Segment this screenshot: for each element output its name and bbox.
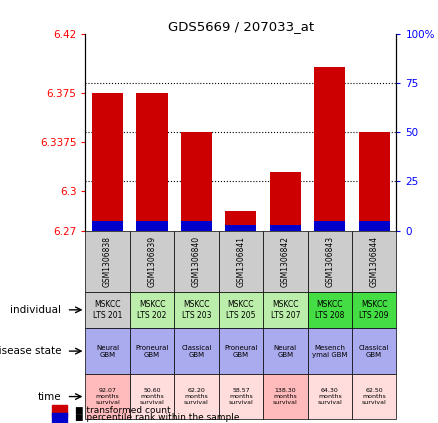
Text: GSM1306839: GSM1306839 [148,236,156,287]
Bar [225,211,257,231]
Bar [225,225,257,231]
Bar [181,221,212,231]
Bar [174,231,219,292]
Text: GSM1306844: GSM1306844 [370,236,379,287]
Bar [52,405,67,415]
Text: ■ percentile rank within the sample: ■ percentile rank within the sample [75,413,240,423]
Text: MSKCC
LTS 203: MSKCC LTS 203 [182,300,211,319]
Text: MSKCC
LTS 207: MSKCC LTS 207 [271,300,300,319]
Text: 92.07
months
survival: 92.07 months survival [95,388,120,405]
Bar [307,292,352,328]
Text: disease state: disease state [0,346,61,356]
Bar [314,221,345,231]
Bar [359,132,390,231]
Text: 62.20
months
survival: 62.20 months survival [184,388,209,405]
Bar [137,93,168,231]
Bar [263,328,307,374]
Bar [219,231,263,292]
Bar [352,374,396,419]
Bar [130,292,174,328]
Bar [359,221,390,231]
Text: Proneural
GBM: Proneural GBM [224,345,258,357]
Text: MSKCC
LTS 201: MSKCC LTS 201 [93,300,122,319]
Bar [314,67,345,231]
Bar [174,374,219,419]
Bar [85,231,130,292]
Text: time: time [38,392,61,401]
Text: 62.50
months
survival: 62.50 months survival [362,388,387,405]
Bar [130,328,174,374]
Text: 58.57
months
survival: 58.57 months survival [229,388,253,405]
Text: Neural
GBM: Neural GBM [274,345,297,357]
Bar [219,328,263,374]
Text: MSKCC
LTS 208: MSKCC LTS 208 [315,300,344,319]
Bar [174,292,219,328]
Text: Classical
GBM: Classical GBM [181,345,212,357]
Text: 138.30
months
survival: 138.30 months survival [273,388,298,405]
Text: MSKCC
LTS 205: MSKCC LTS 205 [226,300,256,319]
Bar [307,231,352,292]
Bar [263,292,307,328]
Title: GDS5669 / 207033_at: GDS5669 / 207033_at [168,20,314,33]
Text: Neural
GBM: Neural GBM [96,345,119,357]
Bar [352,292,396,328]
Bar [219,292,263,328]
Text: GSM1306842: GSM1306842 [281,236,290,287]
Text: GSM1306843: GSM1306843 [325,236,334,287]
Bar [130,374,174,419]
Text: 64.30
months
survival: 64.30 months survival [318,388,342,405]
Bar [181,132,212,231]
Bar [352,328,396,374]
Bar [307,374,352,419]
Bar [174,328,219,374]
Bar [307,328,352,374]
Text: 50.60
months
survival: 50.60 months survival [140,388,164,405]
Bar [263,374,307,419]
Bar [137,221,168,231]
Text: individual: individual [11,305,61,315]
Text: GSM1306840: GSM1306840 [192,236,201,287]
Text: Mesench
ymal GBM: Mesench ymal GBM [312,345,347,357]
Bar [130,231,174,292]
Text: ■ transformed count: ■ transformed count [75,406,171,415]
Bar [263,231,307,292]
Bar [52,413,67,423]
Bar [92,221,123,231]
Bar [85,292,130,328]
Text: Proneural
GBM: Proneural GBM [135,345,169,357]
Text: MSKCC
LTS 202: MSKCC LTS 202 [138,300,167,319]
Text: GSM1306841: GSM1306841 [237,236,245,287]
Text: MSKCC
LTS 209: MSKCC LTS 209 [360,300,389,319]
Bar [85,374,130,419]
Text: Classical
GBM: Classical GBM [359,345,389,357]
Bar [219,374,263,419]
Bar [270,225,301,231]
Bar [352,231,396,292]
Bar [92,93,123,231]
Bar [85,328,130,374]
Bar [270,171,301,231]
Text: GSM1306838: GSM1306838 [103,236,112,287]
